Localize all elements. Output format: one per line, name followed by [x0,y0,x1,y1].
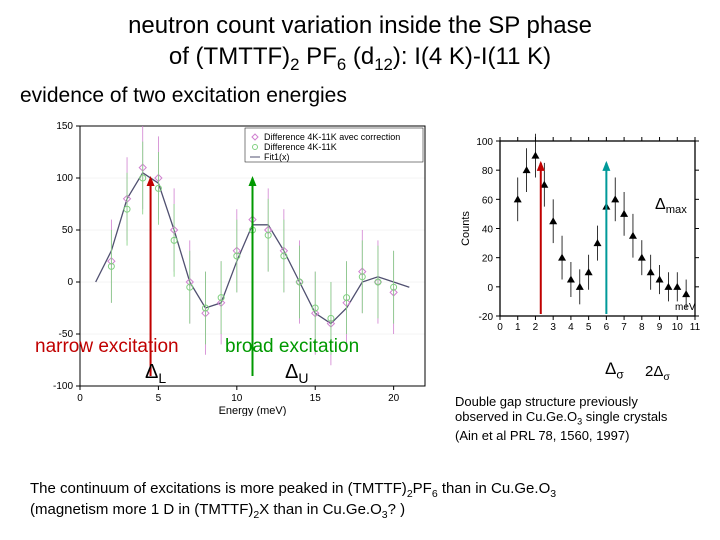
svg-text:0: 0 [67,277,73,288]
title-line2b: PF [300,43,337,70]
two-delta-sigma-label: 2Δσ [645,363,670,383]
svg-text:80: 80 [482,166,494,177]
svg-text:150: 150 [56,121,73,132]
svg-text:10: 10 [672,322,684,333]
delta-u-label: ΔU [285,361,308,386]
svg-text:20: 20 [482,253,494,264]
svg-text:0: 0 [487,283,493,294]
svg-text:1: 1 [515,322,521,333]
svg-text:6: 6 [604,322,610,333]
svg-text:0: 0 [77,393,83,404]
right-chart: -2002040608010001234567891011CountsmeV [455,131,705,341]
svg-text:11: 11 [690,322,701,333]
svg-text:Difference 4K-11K: Difference 4K-11K [264,142,337,152]
title-line1: neutron count variation inside the SP ph… [128,12,592,39]
svg-text:meV: meV [675,302,696,313]
svg-text:5: 5 [586,322,592,333]
svg-text:20: 20 [388,393,400,404]
chart-area: -100-5005010015005101520Energy (meV)Diff… [15,116,705,416]
svg-text:15: 15 [310,393,322,404]
title-line2a: of (TMTTF) [169,43,290,70]
svg-text:-20: -20 [479,312,494,323]
delta-max-label: Δmax [655,196,687,216]
delta-sigma-label: Δσ [605,359,624,381]
svg-text:3: 3 [550,322,556,333]
narrow-excitation-label: narrow excitation [35,336,179,358]
svg-text:10: 10 [231,393,243,404]
svg-text:100: 100 [476,137,493,148]
svg-text:4: 4 [568,322,574,333]
svg-text:50: 50 [62,225,74,236]
broad-excitation-label: broad excitation [225,336,359,358]
svg-text:7: 7 [621,322,627,333]
svg-text:5: 5 [156,393,162,404]
svg-text:Fit1(x): Fit1(x) [264,152,290,162]
svg-text:8: 8 [639,322,645,333]
svg-text:-100: -100 [53,381,73,392]
svg-text:0: 0 [497,322,503,333]
svg-text:Difference 4K-11K avec correct: Difference 4K-11K avec correction [264,132,400,142]
svg-text:2: 2 [533,322,539,333]
svg-text:60: 60 [482,195,494,206]
subtitle: evidence of two excitation energies [0,76,720,116]
svg-text:9: 9 [657,322,663,333]
title-line2c: (d [346,43,374,70]
footer-text: The continuum of excitations is more pea… [30,480,690,522]
delta-l-label: ΔL [145,361,166,386]
left-chart: -100-5005010015005101520Energy (meV)Diff… [35,116,435,416]
svg-text:100: 100 [56,173,73,184]
svg-text:40: 40 [482,224,494,235]
svg-text:Counts: Counts [460,210,472,245]
title-line2d: ): I(4 K)-I(11 K) [393,43,551,70]
right-caption: Double gap structure previously observed… [455,394,715,444]
svg-text:Energy (meV): Energy (meV) [219,405,287,416]
slide-title: neutron count variation inside the SP ph… [0,0,720,76]
